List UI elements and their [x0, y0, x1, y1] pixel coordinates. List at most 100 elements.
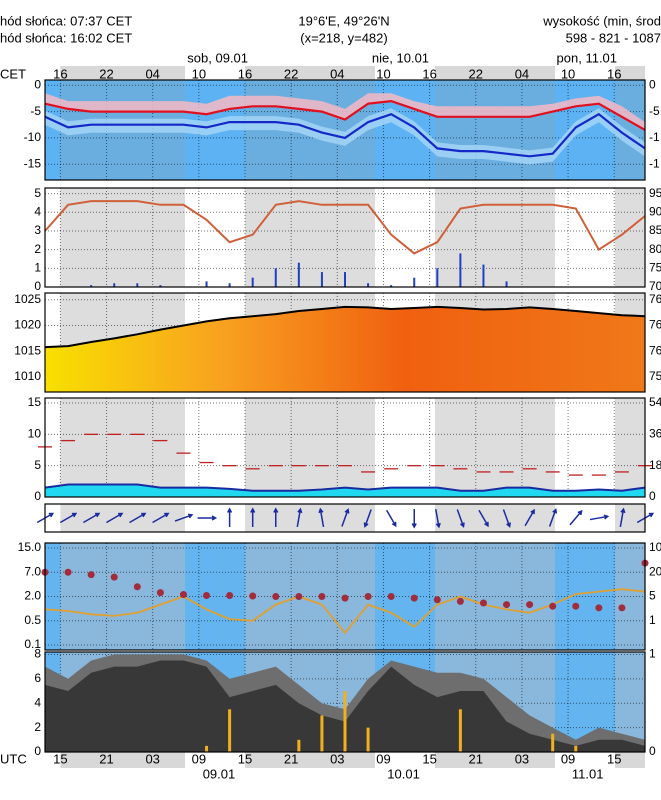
wind-arrow: [129, 512, 147, 524]
night-band: [60, 398, 186, 497]
y-tick-label: 1: [34, 260, 41, 274]
night-band: [435, 66, 555, 82]
y-tick-label: 0: [34, 489, 41, 503]
precip-bar: [136, 283, 139, 287]
wind-arrow: [59, 512, 78, 524]
min-temperature-line: [44, 112, 646, 158]
precip-bar: [274, 268, 277, 287]
night-band: [615, 504, 645, 532]
wind-arrow: [250, 507, 256, 527]
pressure-area: [45, 306, 645, 392]
utc-tick-label: 09: [192, 751, 206, 766]
cloud-precip-bar: [228, 709, 232, 752]
right-tick-label: 10: [649, 540, 661, 554]
wind-arrow: [386, 509, 397, 528]
utc-tick-label: 21: [284, 751, 298, 766]
precip-bar: [482, 264, 485, 287]
y-tick-label: 2.0: [24, 589, 41, 603]
utc-tick-label: 09: [376, 751, 390, 766]
visibility-dot: [110, 573, 118, 581]
precip-bar: [505, 281, 508, 287]
y-tick-label: 1010: [14, 369, 41, 383]
y-tick-label: -15: [24, 156, 42, 170]
wind-arrow: [524, 508, 535, 527]
y-tick-label: 15.0: [18, 540, 42, 554]
panel-frame: [44, 542, 646, 651]
y2-tick-label: 0: [649, 489, 656, 503]
visibility-dot: [549, 602, 557, 610]
y-tick-label: 1025: [14, 292, 41, 306]
visibility-dot: [410, 594, 418, 602]
right-tick-label: 0: [649, 744, 656, 758]
max-band: [45, 93, 645, 130]
elevation: 598 - 821 - 1087: [566, 30, 661, 45]
night-band: [435, 188, 555, 287]
visibility-dot: [433, 596, 441, 604]
y2-tick-label: 95: [649, 186, 661, 200]
humidity-line: [44, 200, 646, 255]
wind-arrow: [589, 514, 610, 521]
wind-arrow: [152, 512, 170, 524]
precip-bar: [367, 283, 370, 287]
visibility-dot: [295, 593, 303, 600]
wind-arrow: [502, 509, 511, 528]
y-tick-label: -10: [24, 130, 42, 144]
wind-arrow: [273, 507, 279, 527]
precip-bar: [320, 272, 323, 287]
cet-day-label: nie, 10.01: [372, 50, 429, 65]
y-tick-label: -5: [30, 104, 41, 118]
pressure-line: [44, 305, 646, 349]
cloud-precip-bar: [297, 739, 301, 752]
visibility-dot: [272, 593, 280, 600]
visibility-dot: [456, 597, 464, 605]
panel-frame: [44, 292, 646, 393]
night-band: [245, 504, 375, 532]
utc-day-label: 11.01: [572, 766, 604, 781]
utc-tick-label: 15: [53, 751, 67, 766]
right-tick-label: 1: [649, 647, 656, 661]
top-axis-label: CET: [0, 66, 26, 81]
y-tick-label: 7.0: [24, 564, 41, 578]
precip-bar: [159, 285, 162, 287]
y-tick-label: 1015: [14, 343, 41, 357]
y-tick-label: 2: [34, 242, 41, 256]
y-tick-label: 4: [34, 204, 41, 218]
wind-arrow: [569, 509, 583, 526]
sunset: hód słońca: 16:02 CET: [0, 30, 132, 45]
wind-arrow: [174, 513, 194, 522]
wind-arrow: [411, 509, 417, 529]
visibility-dot: [179, 591, 187, 599]
y2-tick-label: 36: [649, 427, 661, 441]
utc-tick-label: 03: [145, 751, 159, 766]
cloud-precip-bar: [205, 745, 209, 752]
utc-day-label: 09.01: [203, 766, 236, 781]
y-tick-label: 5: [34, 186, 41, 200]
precip-bar: [90, 285, 93, 287]
cloud-precip-bar: [574, 745, 578, 752]
utc-tick-label: 21: [99, 751, 113, 766]
cet-tick-label: 16: [53, 66, 67, 81]
panel-frame: [44, 79, 646, 181]
precip-bar: [205, 281, 208, 287]
precip-bar: [390, 285, 393, 287]
wind-arrow: [456, 509, 465, 528]
night-band: [435, 398, 555, 497]
low-cloud-area: [45, 660, 645, 752]
y2-tick-label: 70: [649, 279, 661, 293]
visibility-dot: [364, 593, 372, 600]
wind-arrow: [227, 507, 233, 527]
y-tick-label: 0.1: [24, 637, 41, 651]
precip-bar: [436, 268, 439, 287]
cet-tick-label: 16: [238, 66, 252, 81]
wind-arrow: [619, 507, 626, 527]
y-tick-label: 0.5: [24, 613, 41, 627]
visibility-dot: [318, 593, 326, 600]
cet-tick-label: 22: [284, 66, 298, 81]
y-tick-label: 5: [34, 458, 41, 472]
y-tick-label: 0: [34, 279, 41, 293]
cet-day-label: pon, 11.01: [557, 50, 617, 65]
visibility-dot: [133, 583, 141, 591]
visibility-dot: [526, 601, 534, 609]
night-band: [615, 752, 645, 768]
cet-tick-label: 10: [561, 66, 575, 81]
